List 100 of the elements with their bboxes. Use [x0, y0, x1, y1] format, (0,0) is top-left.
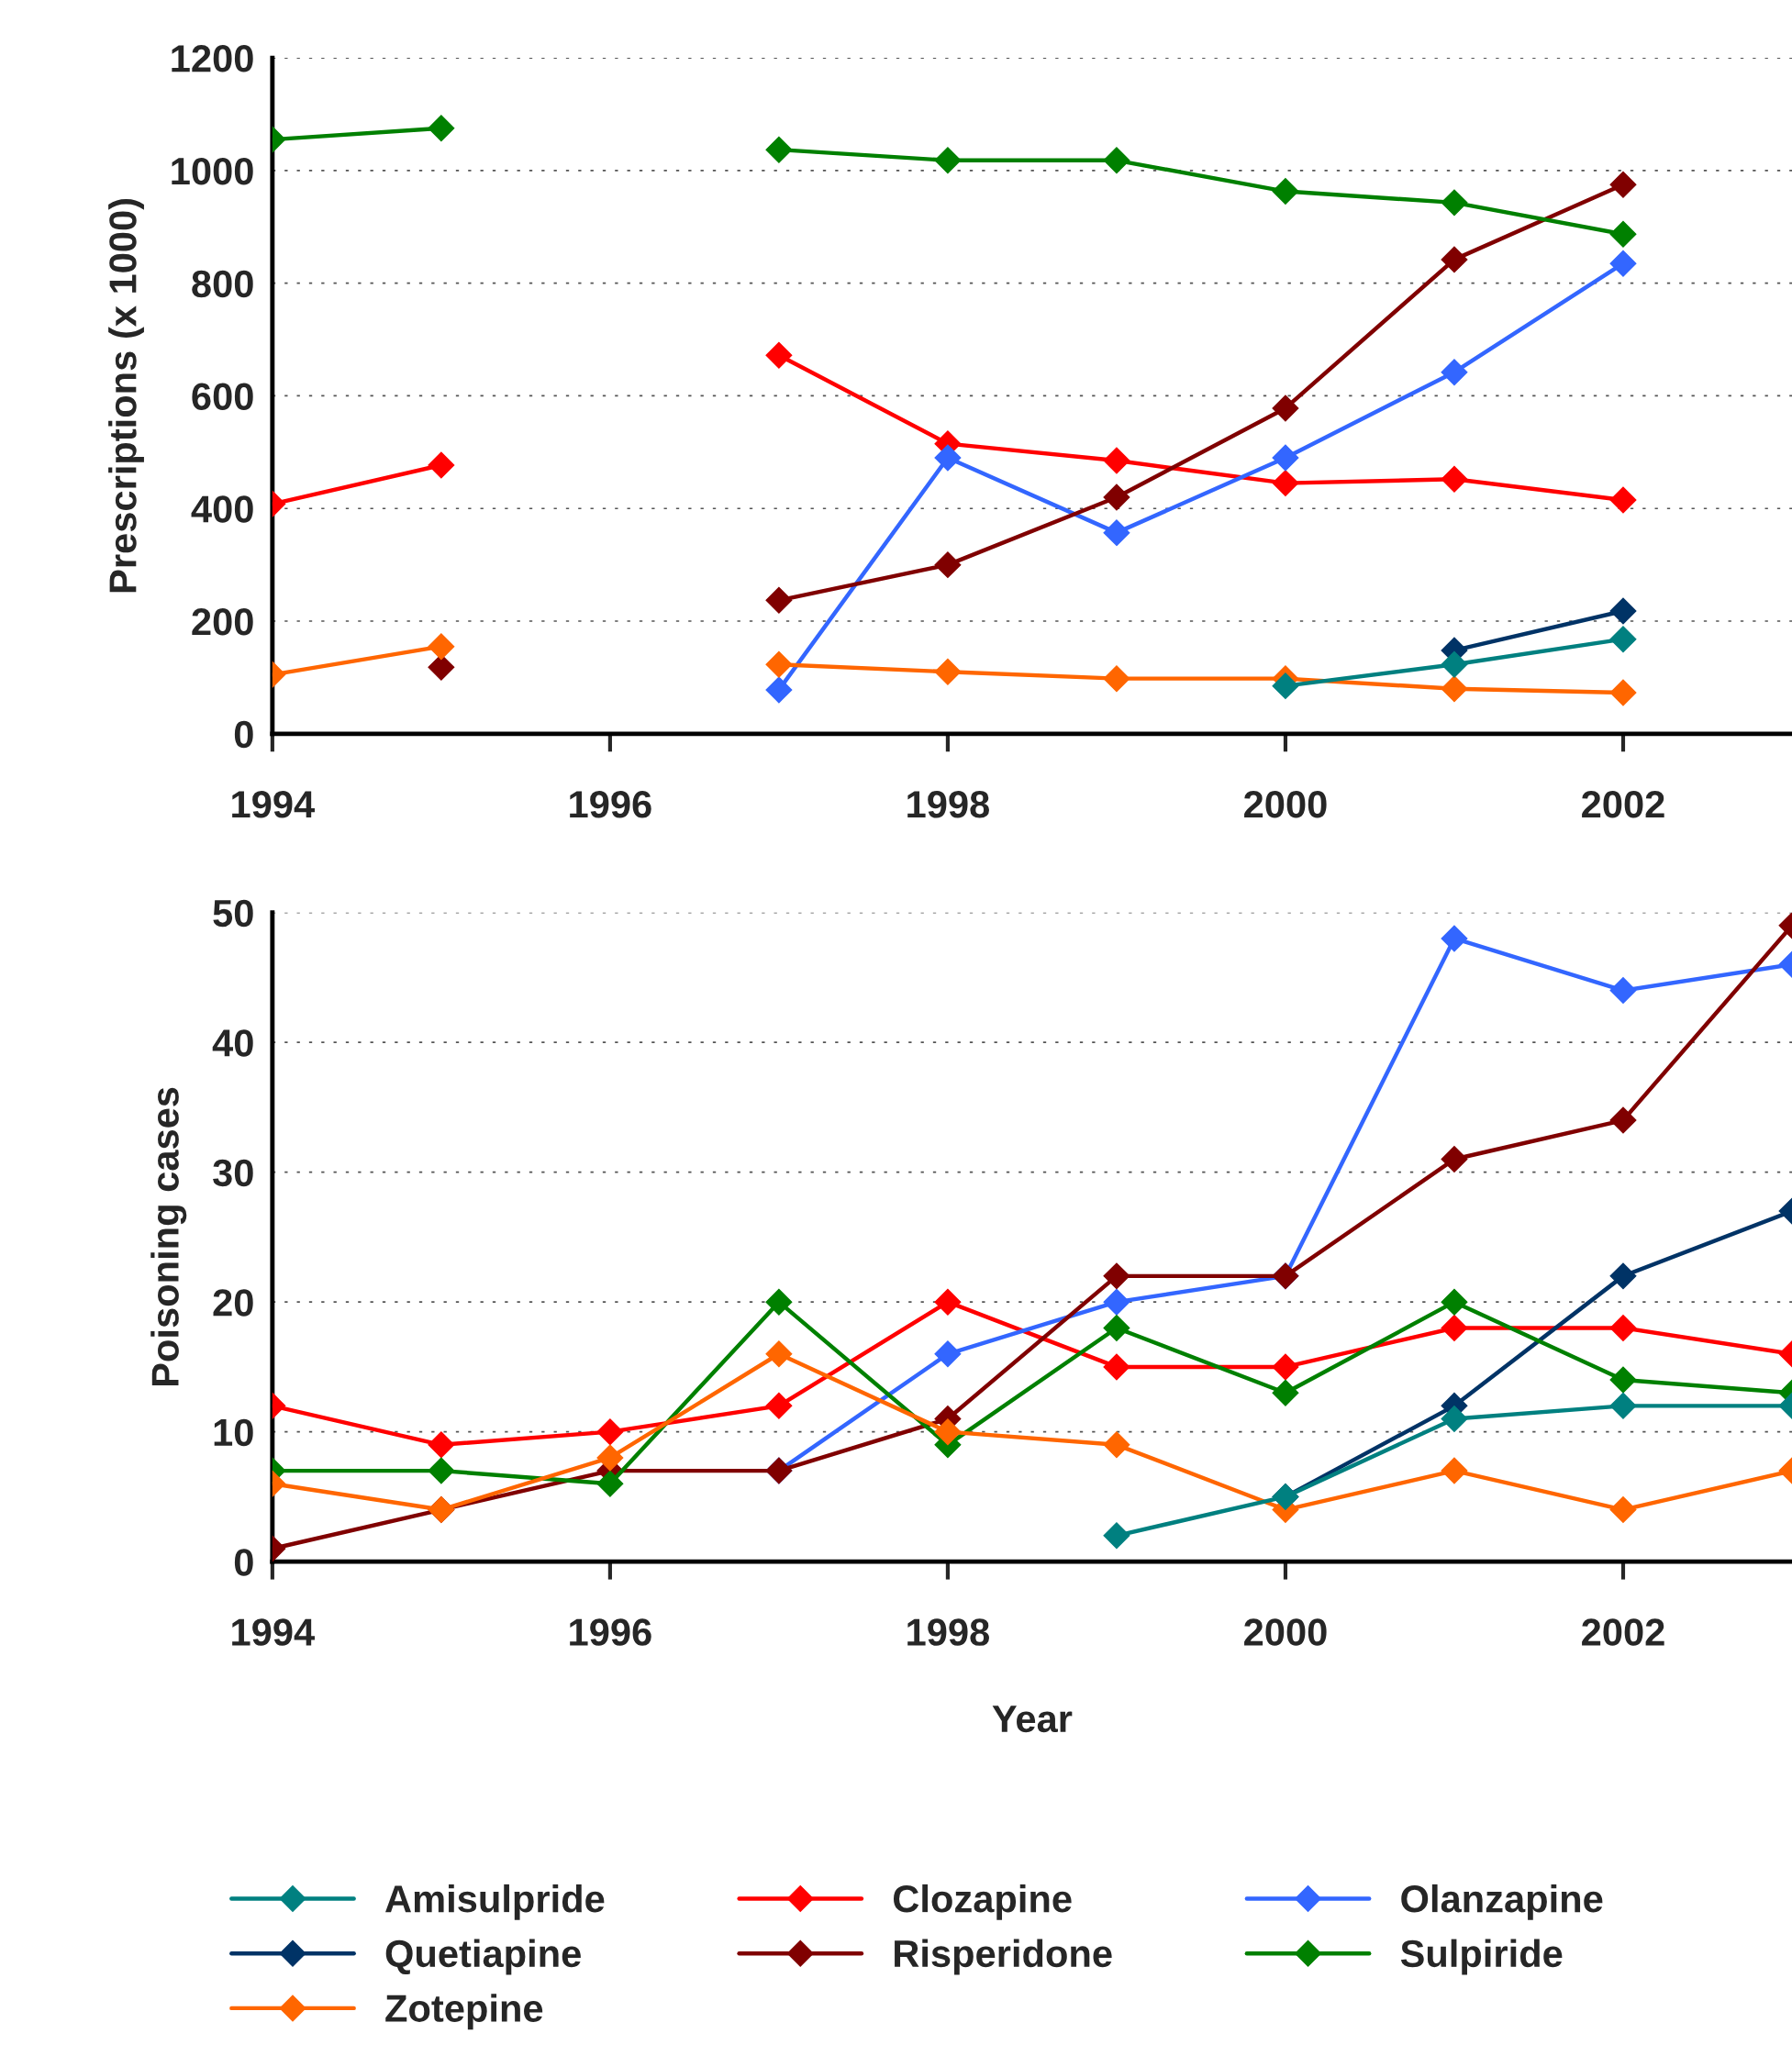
point: [596, 1444, 624, 1472]
y-tick-label: 1200: [172, 45, 253, 72]
y-tick-label: 0: [234, 720, 253, 749]
point: [1441, 189, 1468, 217]
point: [1272, 395, 1299, 422]
y-axis-title: Poisoning cases: [150, 1087, 187, 1386]
point: [765, 650, 793, 678]
point: [1272, 1379, 1299, 1406]
x-tick-label: 1998: [907, 791, 989, 818]
point: [1609, 1366, 1637, 1394]
legend-label: Amisulpride: [385, 1884, 605, 1920]
point: [934, 147, 962, 174]
point: [765, 1288, 793, 1316]
y-tick-label: 600: [192, 383, 253, 410]
point: [1441, 1457, 1468, 1484]
point: [1609, 220, 1637, 248]
point: [1441, 1406, 1468, 1432]
point: [428, 633, 455, 661]
point: [428, 1431, 455, 1459]
point: [1272, 1353, 1299, 1381]
point: [934, 1340, 962, 1368]
point: [1609, 626, 1637, 653]
point: [428, 115, 455, 142]
legend-label: Zotepine: [385, 1994, 543, 2030]
x-tick-label: 2000: [1244, 791, 1327, 818]
point: [934, 444, 962, 472]
y-tick-label: 20: [213, 1289, 253, 1317]
y-tick-label: 800: [192, 270, 253, 298]
point: [1609, 679, 1637, 706]
point: [1609, 1496, 1637, 1523]
point: [765, 676, 793, 704]
legend-label: Olanzapine: [1401, 1884, 1603, 1920]
point: [1609, 486, 1637, 514]
point: [1609, 1392, 1637, 1419]
point: [934, 1288, 962, 1316]
point: [1103, 1431, 1130, 1459]
y-axis-title: Prescriptions (x 1000): [108, 198, 144, 593]
point: [1272, 470, 1299, 497]
point: [934, 658, 962, 685]
point: [1441, 1146, 1468, 1172]
y-tick-label: 1000: [172, 157, 253, 185]
point: [1103, 519, 1130, 547]
point: [1441, 246, 1468, 273]
point: [934, 551, 962, 579]
point: [428, 1457, 455, 1484]
point: [765, 341, 793, 369]
x-tick-label: 2000: [1244, 1618, 1327, 1646]
point: [765, 586, 793, 614]
x-tick-label: 2002: [1582, 1618, 1664, 1646]
point: [1441, 1315, 1468, 1341]
y-tick-label: 30: [213, 1159, 253, 1187]
point: [1441, 359, 1468, 386]
point: [934, 1418, 962, 1446]
y-tick-label: 200: [192, 608, 253, 636]
point: [1272, 444, 1299, 472]
legend-label: Clozapine: [893, 1884, 1072, 1920]
y-tick-label: 50: [213, 899, 253, 928]
point: [1103, 1262, 1130, 1290]
point: [1609, 1315, 1637, 1341]
point: [1103, 147, 1130, 174]
y-tick-label: 400: [191, 495, 253, 523]
point: [1441, 925, 1468, 952]
x-tick-label: 1994: [232, 1618, 315, 1646]
point: [1103, 1353, 1130, 1381]
x-axis-title: Year: [992, 1706, 1073, 1733]
point: [1272, 178, 1299, 206]
point: [1103, 1522, 1130, 1550]
point: [1609, 1106, 1637, 1134]
y-tick-label: 40: [212, 1029, 253, 1057]
legend-label: Sulpiride: [1400, 1939, 1563, 1975]
point: [596, 1470, 624, 1497]
point: [1272, 672, 1299, 700]
point: [596, 1418, 624, 1446]
point: [1609, 171, 1637, 198]
point: [765, 136, 793, 163]
point: [1103, 447, 1130, 474]
point: [765, 1392, 793, 1419]
point: [1103, 1288, 1130, 1316]
x-tick-label: 1996: [570, 791, 651, 818]
point: [765, 1340, 793, 1368]
point: [1609, 250, 1637, 277]
point: [428, 451, 455, 479]
x-tick-label: 1994: [232, 791, 315, 818]
point: [1103, 1315, 1130, 1341]
x-tick-label: 1998: [907, 1618, 989, 1646]
legend-label: Risperidone: [895, 1939, 1112, 1975]
point: [1441, 1288, 1468, 1316]
x-tick-label: 1996: [570, 1618, 651, 1646]
y-tick-label: 0: [234, 1549, 253, 1576]
point: [1441, 675, 1468, 703]
point: [1609, 597, 1637, 625]
x-tick-label: 2002: [1582, 791, 1664, 818]
y-tick-label: 10: [214, 1418, 253, 1447]
point: [1103, 483, 1130, 511]
point: [1441, 465, 1468, 493]
point: [1609, 1262, 1637, 1290]
point: [1441, 650, 1468, 678]
legend-label: Quetiapine: [385, 1939, 581, 1975]
point: [1103, 665, 1130, 693]
point: [1609, 977, 1637, 1005]
